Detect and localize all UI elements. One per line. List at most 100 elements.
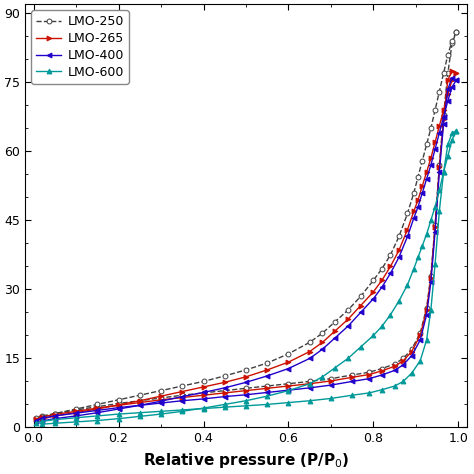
LMO-265	[222, 390, 228, 396]
LMO-265	[94, 405, 100, 411]
LMO-600	[52, 417, 58, 422]
LMO-400	[454, 77, 459, 83]
LMO-600	[449, 130, 455, 136]
LMO-250	[454, 29, 459, 35]
LMO-600	[180, 407, 185, 413]
LMO-265	[73, 409, 79, 414]
LMO-265	[424, 307, 429, 313]
LMO-265	[158, 397, 164, 402]
LMO-400	[264, 390, 270, 395]
LMO-600	[432, 261, 438, 267]
LMO-265	[366, 372, 372, 377]
LMO-250	[73, 407, 79, 413]
LMO-400	[349, 379, 355, 384]
LMO-400	[409, 353, 415, 358]
LMO-600	[379, 387, 385, 392]
LMO-600	[201, 406, 206, 411]
LMO-265	[201, 392, 206, 398]
LMO-400	[428, 280, 434, 285]
LMO-600	[94, 413, 100, 419]
LMO-600	[243, 403, 249, 409]
LMO-600	[409, 370, 415, 376]
LMO-250	[158, 395, 164, 401]
LMO-600	[328, 396, 334, 401]
LMO-265	[418, 333, 423, 338]
LMO-400	[366, 376, 372, 382]
Line: LMO-400: LMO-400	[33, 75, 459, 423]
LMO-600	[418, 358, 423, 364]
LMO-265	[449, 68, 455, 74]
LMO-265	[52, 412, 58, 418]
LMO-250	[432, 222, 438, 228]
LMO-265	[454, 70, 459, 76]
LMO-400	[437, 169, 442, 175]
LMO-265	[264, 385, 270, 391]
LMO-250	[379, 365, 385, 371]
LMO-250	[418, 330, 423, 336]
LMO-250	[401, 356, 406, 361]
LMO-250	[392, 361, 398, 367]
LMO-250	[286, 381, 292, 387]
LMO-400	[286, 387, 292, 393]
LMO-600	[454, 128, 459, 134]
LMO-400	[52, 413, 58, 419]
LMO-600	[286, 400, 292, 405]
LMO-265	[437, 164, 442, 170]
LMO-600	[73, 415, 79, 420]
LMO-400	[39, 415, 45, 421]
LMO-265	[445, 77, 451, 83]
LMO-250	[349, 372, 355, 378]
LMO-600	[437, 209, 442, 214]
LMO-600	[424, 337, 429, 343]
LMO-600	[264, 401, 270, 407]
LMO-600	[307, 398, 312, 403]
LMO-265	[33, 416, 38, 422]
LMO-400	[441, 121, 447, 127]
LMO-400	[94, 408, 100, 413]
LMO-250	[222, 388, 228, 393]
LMO-600	[222, 404, 228, 410]
LMO-250	[137, 398, 143, 403]
LMO-265	[428, 275, 434, 281]
LMO-250	[328, 376, 334, 382]
LMO-400	[73, 410, 79, 416]
LMO-250	[33, 415, 38, 421]
LMO-600	[33, 420, 38, 426]
LMO-400	[180, 398, 185, 403]
LMO-250	[39, 413, 45, 419]
LMO-265	[328, 378, 334, 384]
LMO-600	[392, 383, 398, 389]
LMO-600	[366, 390, 372, 396]
LMO-265	[39, 414, 45, 419]
Line: LMO-600: LMO-600	[33, 128, 459, 425]
LMO-400	[116, 405, 121, 410]
LMO-600	[39, 419, 45, 424]
LMO-400	[445, 86, 451, 92]
LMO-400	[243, 392, 249, 398]
LMO-400	[392, 367, 398, 373]
LMO-265	[349, 374, 355, 380]
LMO-600	[137, 410, 143, 416]
LMO-400	[328, 382, 334, 388]
Legend: LMO-250, LMO-265, LMO-400, LMO-600: LMO-250, LMO-265, LMO-400, LMO-600	[31, 10, 129, 84]
Line: LMO-250: LMO-250	[33, 29, 459, 420]
LMO-400	[201, 396, 206, 402]
LMO-600	[428, 307, 434, 313]
LMO-250	[409, 346, 415, 352]
LMO-250	[449, 40, 455, 46]
LMO-265	[379, 368, 385, 374]
LMO-265	[286, 383, 292, 389]
LMO-265	[116, 402, 121, 408]
LMO-400	[137, 402, 143, 408]
LMO-265	[401, 358, 406, 364]
LMO-265	[392, 364, 398, 369]
LMO-250	[424, 305, 429, 310]
LMO-265	[243, 388, 249, 393]
LMO-400	[33, 418, 38, 423]
LMO-250	[307, 379, 312, 384]
LMO-600	[116, 411, 121, 417]
LMO-265	[137, 400, 143, 405]
LMO-600	[158, 409, 164, 414]
LMO-600	[441, 169, 447, 175]
LMO-250	[180, 392, 185, 398]
